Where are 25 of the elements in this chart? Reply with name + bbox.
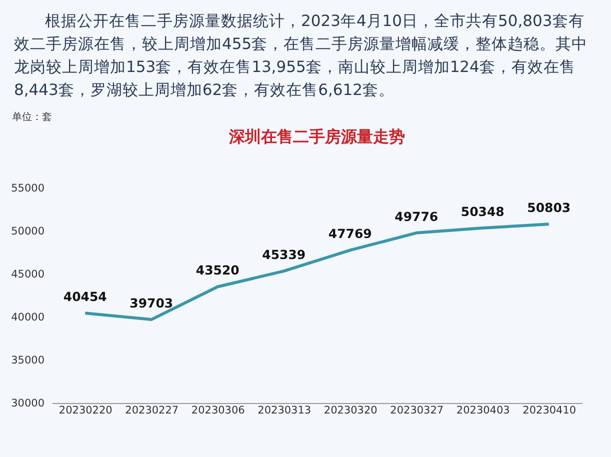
y-tick-label: 30000 (11, 398, 44, 410)
y-tick-label: 35000 (11, 354, 44, 366)
y-tick-label: 40000 (11, 312, 44, 324)
x-tick-label: 20230227 (125, 404, 179, 416)
x-tick-label: 20230313 (258, 404, 312, 416)
x-tick-label: 20230220 (58, 404, 112, 416)
x-tick-label: 20230410 (522, 404, 576, 416)
text: 根据公开在售二手房源量数据统计，2023年4月10日，全市共有50,803套有效二手房源在售，较上周增加455套，在售二手房源量增幅减缓，整体趋稳。其中龙岗较上周增加153套，有效在售13,955套，南山较上周增加124套，有效在售8,443套，罗湖较上周增加62套，有效在售6,612套。 (13, 11, 589, 101)
chart-title: 深圳在售二手房源量走势 (228, 127, 405, 146)
x-tick-label: 20230320 (324, 404, 378, 416)
data-label: 50803 (527, 200, 571, 216)
data-label: 50348 (460, 204, 504, 220)
data-label: 43520 (196, 262, 240, 278)
data-label: 39703 (130, 296, 174, 311)
x-tick-label: 20230327 (390, 404, 444, 416)
y-tick-label: 45000 (11, 268, 44, 280)
data-label: 40454 (63, 289, 108, 304)
y-tick-label: 50000 (11, 226, 44, 238)
x-tick-label: 20230403 (456, 404, 510, 416)
data-label: 47769 (328, 226, 372, 242)
x-tick-label: 20230306 (191, 404, 246, 416)
data-label: 49776 (394, 208, 438, 224)
y-tick-label: 55000 (11, 182, 44, 194)
text: 单位：套 (11, 110, 53, 124)
data-label: 45339 (262, 247, 306, 262)
